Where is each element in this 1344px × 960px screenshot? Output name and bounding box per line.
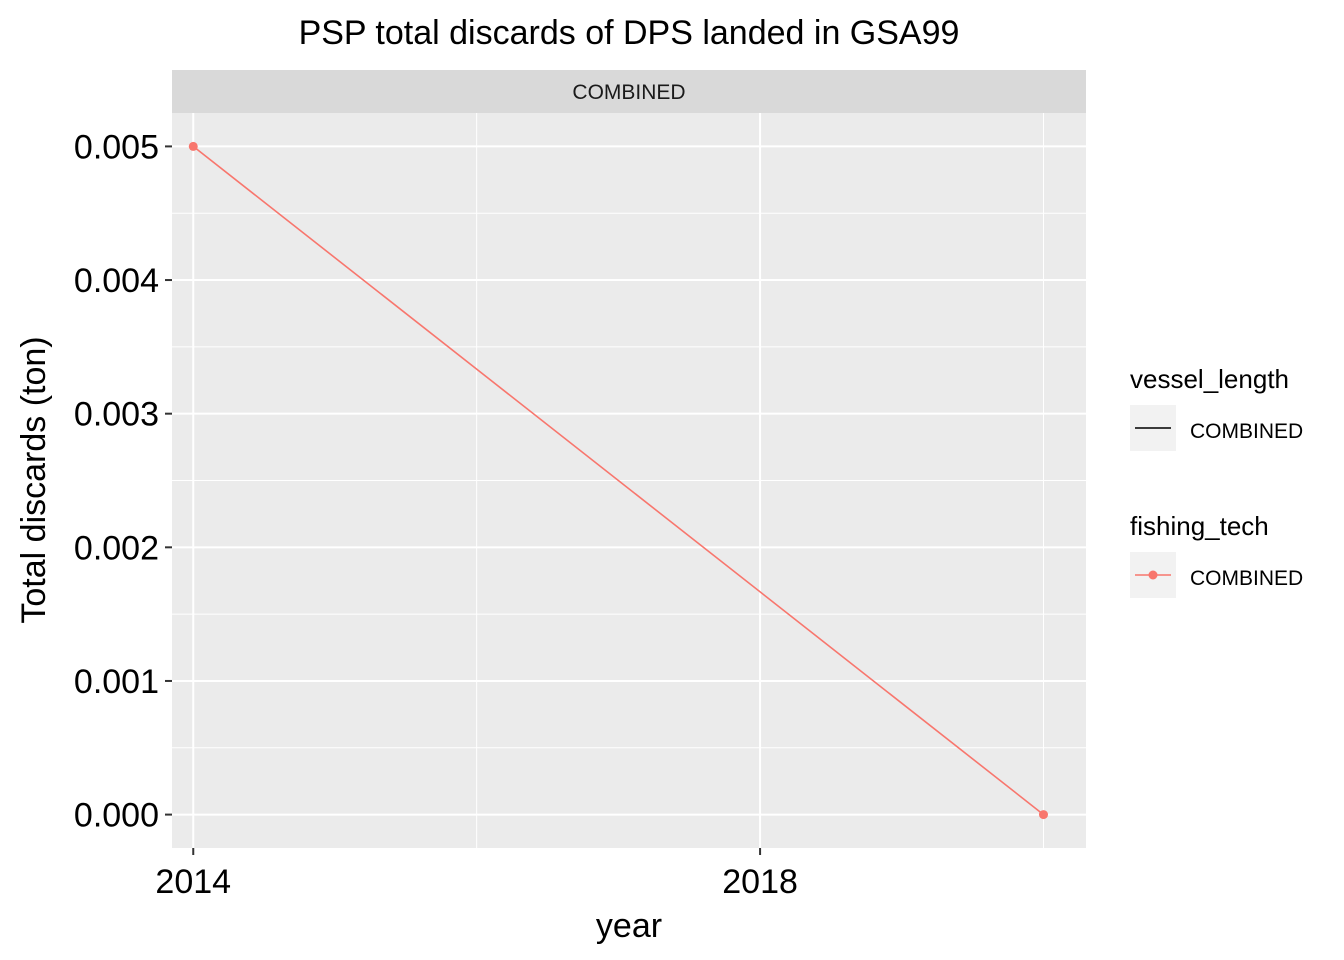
legend-fishing-tech-title: fishing_tech [1130,511,1269,541]
x-axis-title: year [596,907,662,945]
legend-vessel-length-title: vessel_length [1130,364,1289,394]
y-tick-label: 0.002 [74,529,159,567]
x-tick-label: 2014 [155,863,231,901]
chart-title: PSP total discards of DPS landed in GSA9… [299,14,960,52]
y-axis: 0.000 0.001 0.002 0.003 0.004 0.005 [74,128,172,835]
grid-major [172,113,1086,848]
legend-fishing-tech-key-point [1148,570,1158,580]
y-tick-label: 0.001 [74,663,159,701]
series-line [192,145,1044,816]
facet-strip [172,70,1086,113]
y-axis-title: Total discards (ton) [15,336,53,623]
legend-fishing-tech-label: COMBINED [1190,567,1303,590]
y-tick-label: 0.005 [74,128,159,166]
x-axis: 2014 2018 [155,848,798,901]
legend-vessel-length: vessel_length COMBINED [1130,364,1303,451]
x-tick-label: 2018 [722,863,798,901]
data-point [1038,810,1048,820]
series-points [188,141,1048,820]
y-tick-label: 0.004 [74,262,159,300]
series-lines [192,145,1044,816]
legend-fishing-tech: fishing_tech COMBINED [1130,511,1303,598]
y-tick-label: 0.003 [74,396,159,434]
y-tick-label: 0.000 [74,797,159,835]
grid-minor [172,113,1086,848]
facet-strip-label: COMBINED [572,81,685,104]
data-point [188,141,198,151]
legend-vessel-length-label: COMBINED [1190,420,1303,443]
